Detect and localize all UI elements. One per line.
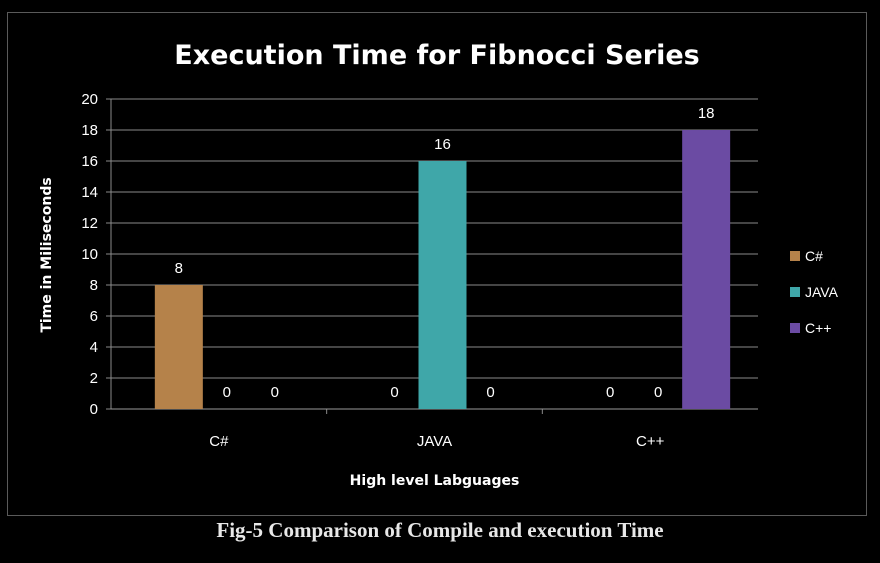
axes: 0 2 4 6 8 10 12 14 16 18 20 C# JAVA C++ [81,91,758,450]
bar [682,130,731,409]
bar [418,161,467,409]
y-tick-label: 6 [90,308,98,325]
legend-swatch [790,323,800,333]
data-label: 0 [271,384,279,401]
data-label: 0 [486,384,494,401]
chart-frame: Execution Time for Fibnocci Series 0 2 4 6 8… [7,12,867,516]
data-label: 0 [654,384,662,401]
y-tick-label: 14 [81,184,98,201]
data-label: 0 [606,384,614,401]
figure-caption: Fig-5 Comparison of Compile and executio… [216,518,664,542]
data-label: 8 [175,260,183,277]
bars [154,130,731,409]
y-tick-label: 8 [90,277,98,294]
x-tick-label: JAVA [417,433,452,450]
bar-chart: Execution Time for Fibnocci Series 0 2 4 6 8… [39,40,839,489]
data-label: 0 [390,384,398,401]
data-label: 0 [223,384,231,401]
y-tick-label: 0 [90,401,98,418]
y-axis-title: Time in Miliseconds [39,177,55,332]
y-tick-label: 18 [81,122,98,139]
legend-swatch [790,287,800,297]
data-labels: 8 0 0 0 16 0 0 0 18 [175,105,715,401]
legend-swatch [790,251,800,261]
chart-title: Execution Time for Fibnocci Series [174,40,699,71]
x-tick-label: C++ [636,433,665,450]
legend-label: C# [805,248,823,264]
legend-label: JAVA [805,284,839,300]
y-tick-label: 20 [81,91,98,108]
y-tick-label: 4 [90,339,98,356]
bar [154,285,203,409]
y-tick-label: 12 [81,215,98,232]
y-tick-label: 10 [81,246,98,263]
data-label: 16 [434,136,451,153]
data-label: 18 [698,105,715,122]
x-axis-title: High level Labguages [350,473,520,489]
legend-label: C++ [805,320,831,336]
x-tick-label: C# [209,433,229,450]
y-tick-label: 2 [90,370,98,387]
legend: C# JAVA C++ [790,248,839,336]
y-tick-label: 16 [81,153,98,170]
